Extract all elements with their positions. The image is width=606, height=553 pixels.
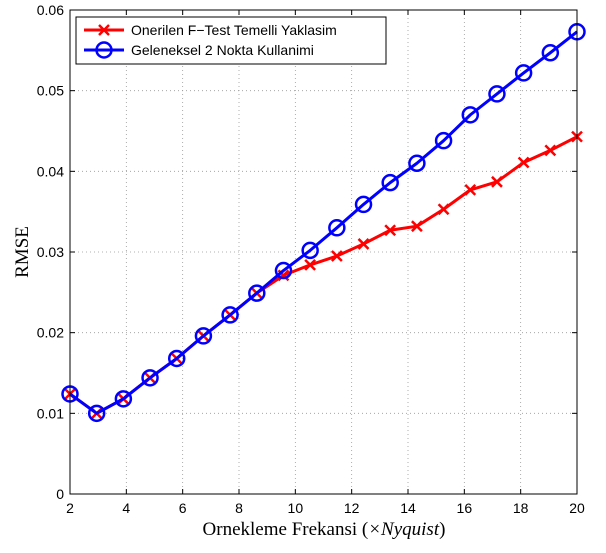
data-point-x-marker	[491, 175, 503, 188]
data-series	[61, 23, 586, 423]
y-tick-label: 0.02	[37, 325, 64, 341]
data-point-circle-marker	[381, 173, 399, 192]
data-point-x-marker	[330, 250, 343, 262]
x-tick-label: 10	[288, 500, 304, 516]
data-point-circle-marker	[461, 106, 480, 124]
legend-entry-2: Geleneksel 2 Nokta Kullanimi	[84, 41, 314, 59]
data-point-circle-marker	[274, 261, 293, 280]
legend-entry-1: Onerilen F−Test Temelli Yaklasim	[84, 22, 337, 38]
x-marker-stroke	[277, 269, 290, 282]
data-point-circle-marker	[194, 327, 213, 345]
legend-label: Geleneksel 2 Nokta Kullanimi	[131, 42, 314, 58]
data-point-circle-marker	[541, 44, 560, 62]
axis-ticks	[69, 9, 578, 495]
x-marker-stroke	[384, 224, 397, 237]
x-marker-stroke	[464, 184, 477, 196]
legend: Onerilen F−Test Temelli Yaklasim Geleneks…	[75, 16, 387, 65]
data-point-circle-marker	[328, 219, 346, 237]
y-tick-label: 0.01	[37, 405, 64, 421]
legend-circle-marker	[95, 41, 113, 59]
x-marker-stroke	[98, 24, 110, 36]
data-point-x-marker	[357, 238, 370, 250]
data-point-circle-marker	[167, 349, 186, 368]
x-marker-stroke	[357, 238, 370, 250]
data-point-x-marker	[437, 203, 450, 216]
x-tick-label: 16	[457, 500, 473, 516]
data-point-circle-marker	[434, 131, 453, 150]
data-point-circle-marker	[514, 64, 533, 82]
legend-label: Onerilen F−Test Temelli Yaklasim	[131, 22, 337, 38]
data-point-circle-marker	[114, 390, 133, 408]
x-axis-title: Ornekleme Frekansi (×Nyquist)	[203, 519, 446, 540]
data-point-circle-marker	[248, 284, 266, 302]
series-line	[69, 30, 578, 415]
data-point-circle-marker	[488, 85, 506, 103]
x-tick-label: 2	[66, 500, 74, 516]
y-axis-title: RMSE	[12, 226, 33, 278]
x-marker-stroke	[491, 175, 503, 188]
x-tick-label: 14	[400, 500, 416, 516]
x-tick-label: 18	[513, 500, 529, 516]
x-marker-stroke	[330, 250, 343, 262]
y-tick-label: 0.05	[37, 83, 64, 99]
x-tick-label: 12	[344, 500, 360, 516]
y-tick-label: 0.04	[37, 163, 64, 179]
x-marker-stroke	[411, 220, 423, 233]
x-axis-title-close: )	[439, 519, 445, 540]
data-point-circle-marker	[87, 404, 106, 423]
data-point-x-marker	[384, 224, 397, 237]
data-point-circle-marker	[408, 154, 426, 173]
legend-entries: Onerilen F−Test Temelli Yaklasim Geleneks…	[84, 22, 337, 59]
legend-box	[75, 16, 387, 65]
x-marker-stroke	[304, 259, 317, 271]
x-tick-label: 20	[569, 500, 585, 516]
y-tick-labels: 0 0.01 0.02 0.03 0.04 0.05 0.06	[37, 2, 64, 502]
data-point-circle-marker	[301, 241, 319, 260]
grid-lines	[70, 10, 577, 494]
x-axis-title-text: Ornekleme Frekansi (	[203, 519, 369, 540]
data-point-circle-marker	[221, 306, 239, 324]
y-tick-label: 0.06	[37, 2, 64, 18]
x-axis-title-unit: ×Nyquist	[368, 519, 440, 540]
x-tick-label: 4	[122, 500, 130, 516]
x-tick-labels: 2 4 6 8 10 12 14 16 18 20	[66, 500, 585, 516]
x-marker-stroke	[437, 203, 450, 216]
x-marker-stroke	[544, 144, 557, 157]
y-tick-label: 0	[56, 486, 64, 502]
data-point-circle-marker	[141, 369, 159, 387]
data-point-x-marker	[517, 156, 530, 169]
x-marker-stroke	[517, 156, 530, 169]
data-point-x-marker	[304, 259, 317, 271]
x-tick-label: 6	[179, 500, 187, 516]
data-point-circle-marker	[354, 195, 373, 214]
data-point-x-marker	[544, 144, 557, 157]
x-tick-label: 8	[235, 500, 243, 516]
y-tick-label: 0.03	[37, 244, 64, 260]
data-point-x-marker	[464, 184, 477, 196]
legend-x-marker	[98, 24, 110, 36]
data-point-x-marker	[411, 220, 423, 233]
